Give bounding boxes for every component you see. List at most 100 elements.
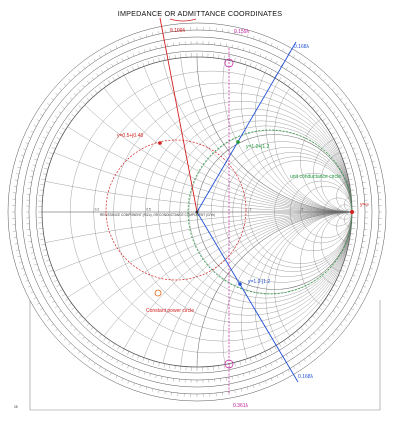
scale-tick [82,66,86,69]
scale-tick [296,90,300,94]
scale-tick [336,142,340,145]
reactance-arc [254,57,352,213]
scale-tick [127,40,129,44]
scale-tick [75,109,79,113]
scale-tick [27,285,31,288]
scale-tick [47,264,52,267]
scale-tick [115,375,118,379]
scale-tick [340,323,343,327]
scale-tick [42,173,47,175]
scale-tick [169,364,171,369]
scale-tick [243,47,245,51]
scale-tick [374,173,378,175]
scale-tick [45,162,50,165]
reactance-arc [320,149,352,213]
scale-tick [309,84,312,88]
scale-tick [287,369,290,373]
scale-tick [240,32,242,36]
scale-tick [38,147,42,150]
scale-tick [295,73,298,77]
scale-tick [44,254,49,256]
scale-tick [155,374,157,378]
scale-tick [231,376,233,380]
scale-tick [68,342,71,346]
scale-tick [32,258,36,260]
label-green-note: unit conductance circle [290,174,341,180]
scale-tick [327,338,331,341]
scale-tick [47,157,52,160]
scale-tick [265,380,267,384]
scale-tick [69,324,73,327]
scale-tick [336,92,339,96]
scale-tick [234,362,236,367]
scale-tick [313,351,317,354]
scale-tick [312,105,316,109]
scale-tick [298,58,301,62]
scale-tick [247,34,249,38]
scale-tick [317,93,321,96]
scale-tick [25,280,29,282]
scale-tick [276,375,279,379]
scale-tick [107,80,111,84]
scale-tick [349,238,354,240]
scale-tick [133,382,135,386]
scale-tick [54,142,58,145]
scale-tick [107,340,111,344]
label-admittance-upper-red: y=0.5+j0.48 [117,133,143,139]
scale-tick [161,44,163,48]
scale-tick [19,160,23,162]
scale-tick [59,333,62,336]
orange-marker [154,289,162,297]
scale-tick [340,97,343,101]
scale-tick [77,351,81,354]
scale-tick [174,54,176,59]
scale-tick [40,280,44,282]
scale-tick [55,328,58,332]
scale-tick [62,127,66,130]
scale-tick [45,259,50,262]
scale-tick [132,53,135,57]
scale-tick [350,142,354,144]
scale-tick [139,36,141,39]
scale-tick [270,362,273,366]
red-radial-line [159,17,198,213]
label-wavelength-bottom-magenta: 0.361λ [233,403,249,409]
scale-tick [21,268,24,270]
scale-tick [116,60,119,64]
real-axis-tick-label: 1 [198,208,200,212]
scale-tick [283,80,287,84]
scale-tick [376,243,380,245]
scale-tick [347,108,351,111]
scale-ring [7,22,387,402]
scale-tick [275,60,278,64]
scale-tick [348,244,353,246]
scale-tick [45,290,49,293]
scale-tick [39,189,44,191]
scale-tick [36,302,40,305]
scale-tick [253,36,255,39]
scale-tick [19,262,23,264]
scale-tick [247,386,249,390]
scale-tick [55,116,58,119]
scale-tick [269,348,272,353]
scale-tick [264,69,267,73]
scale-tick [31,170,35,172]
scale-tick [58,111,62,114]
scale-tick [58,310,62,313]
scale-tick [332,111,336,114]
scale-tick [259,353,262,358]
scale-tick [117,74,120,78]
scale-tick [122,348,125,353]
scale-tick [363,285,367,288]
scale-tick [164,391,166,395]
reactance-arc [320,211,352,275]
scale-tick [336,328,339,332]
scale-tick [40,184,45,186]
scale-tick [71,113,75,117]
scale-tick [347,249,352,251]
scale-tick [98,334,102,338]
scale-tick [32,164,36,166]
scale-tick [360,291,364,294]
scale-tick [308,355,312,358]
